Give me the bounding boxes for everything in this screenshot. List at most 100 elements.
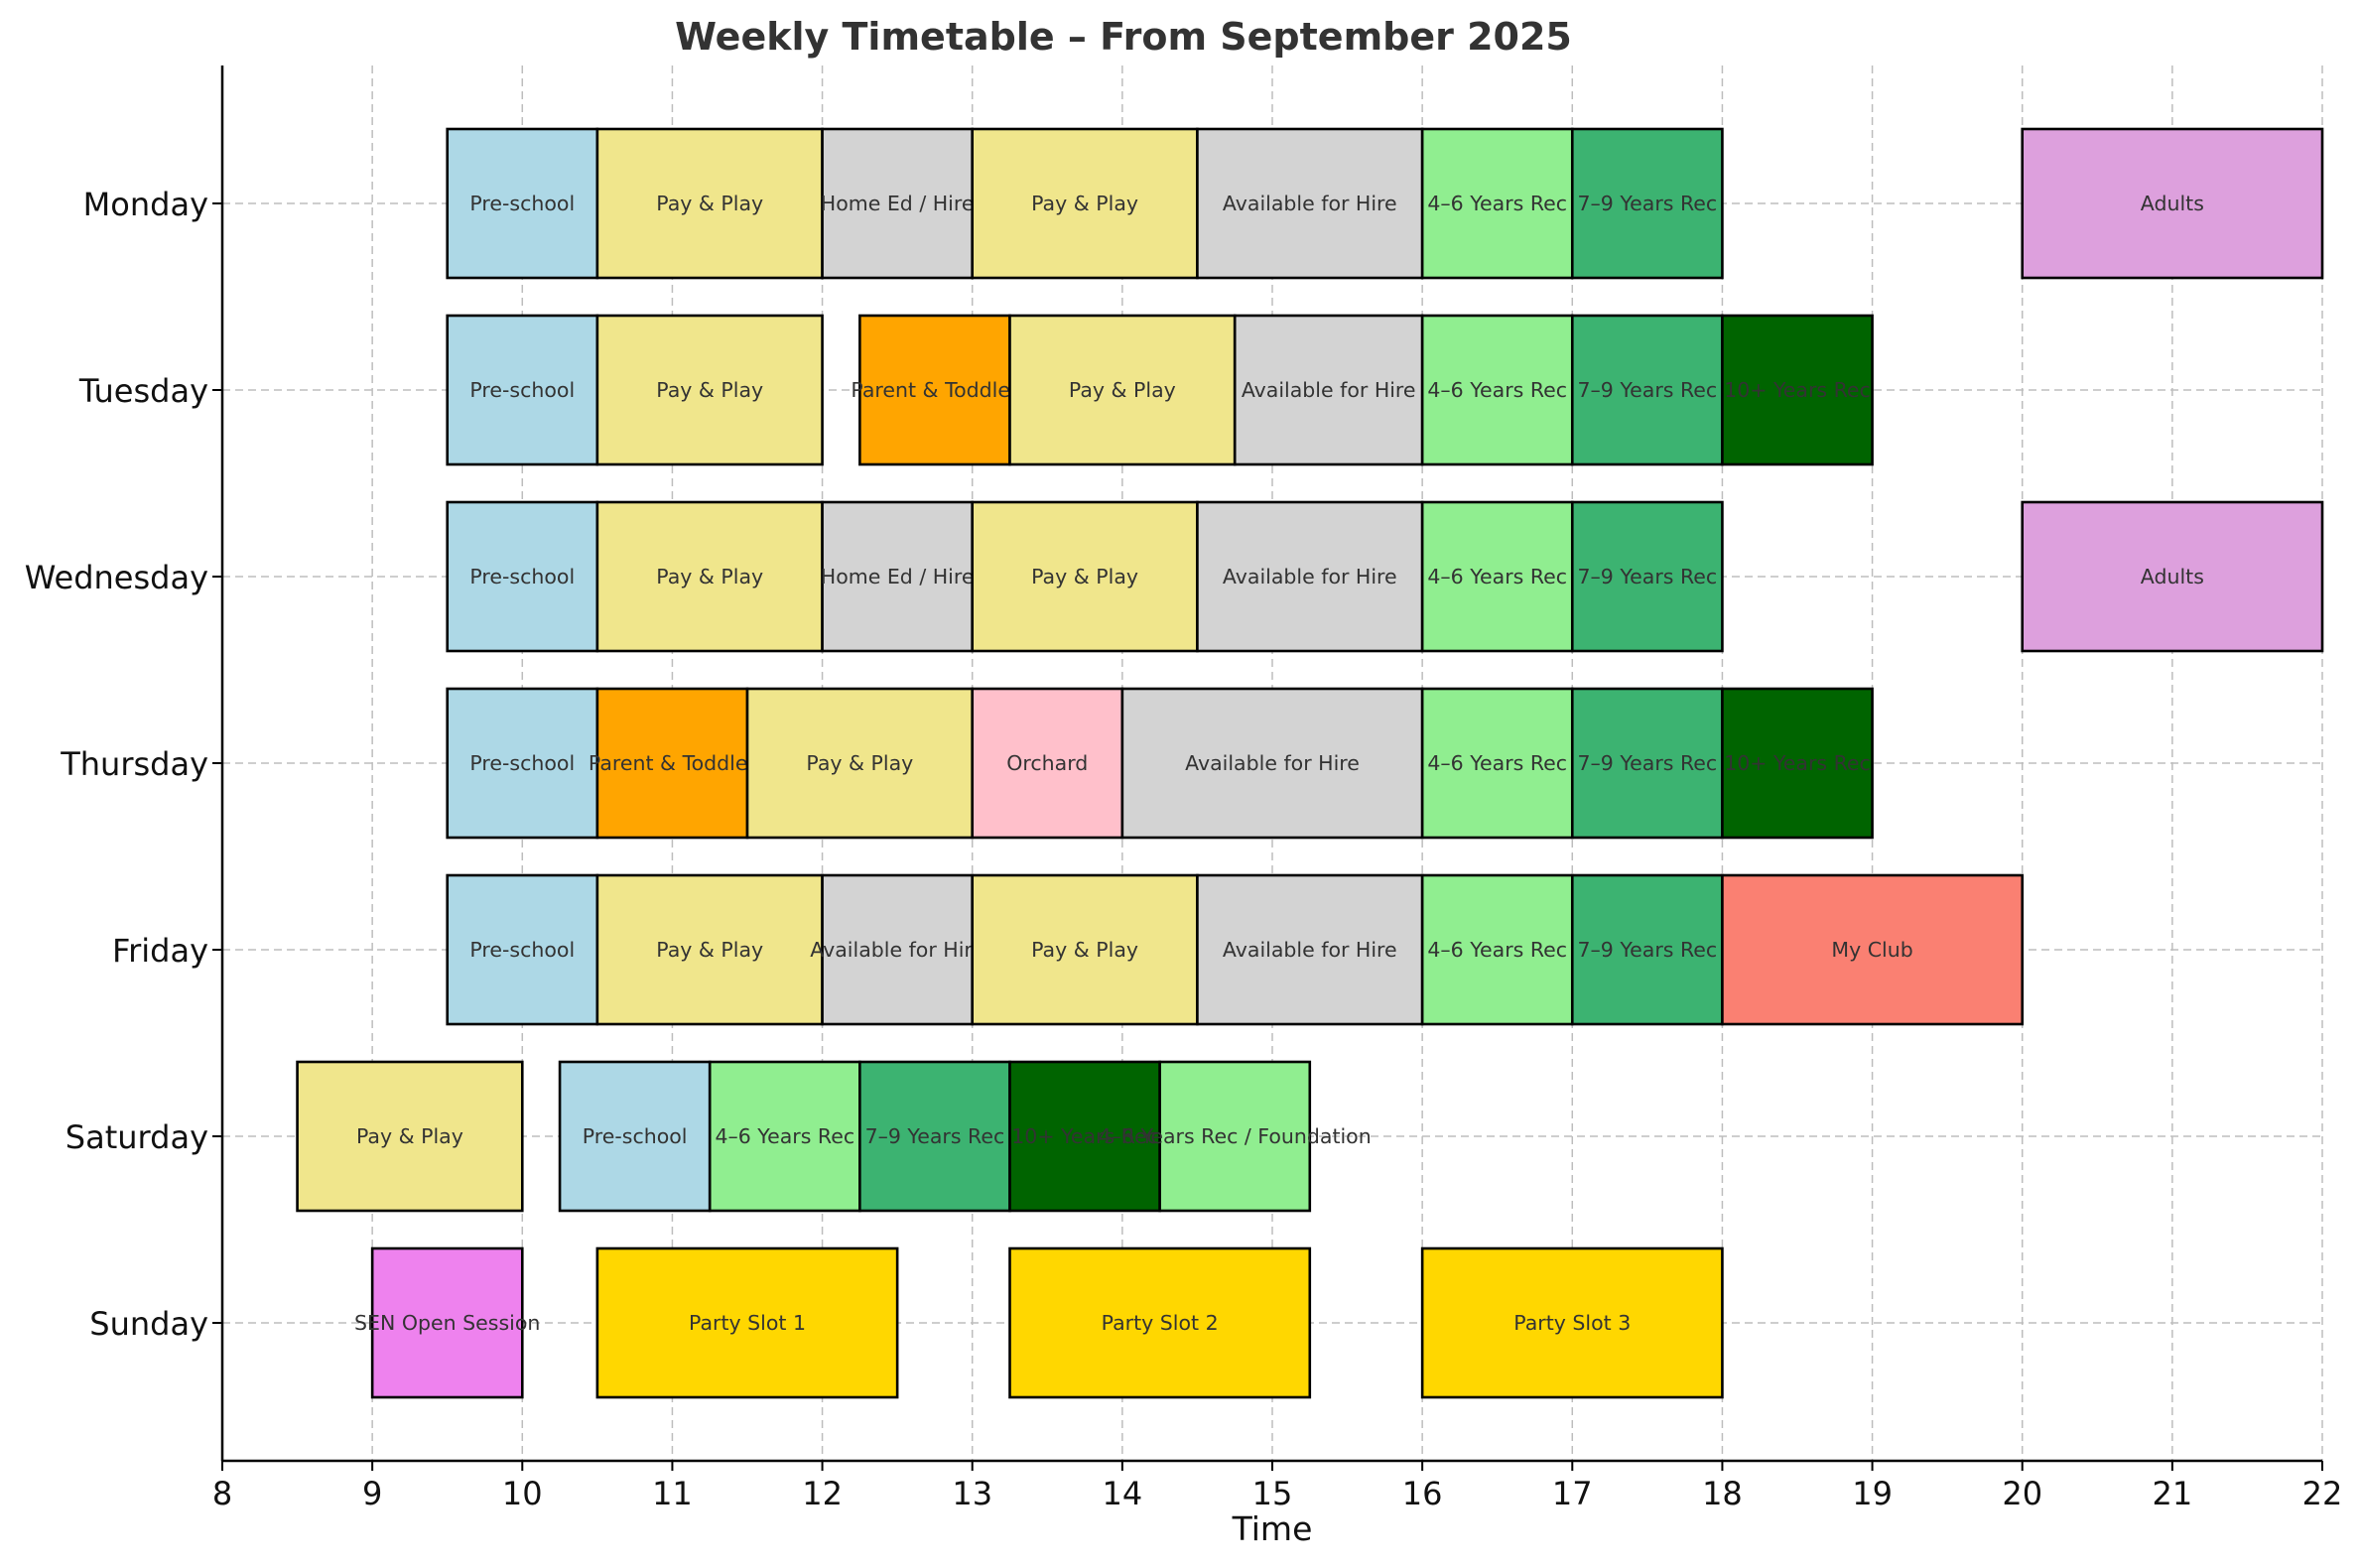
session-bar [971,500,1199,653]
session-bar-group: Pay & Play [745,687,975,840]
x-tick-label: 9 [362,1475,382,1512]
session-bar [971,873,1199,1026]
session-bar [1196,873,1424,1026]
session-label: Pay & Play [656,565,763,588]
y-tick-label-sunday: Sunday [89,1305,208,1343]
session-bar-group: Pay & Play [971,127,1199,280]
session-label: Home Ed / Hire [821,565,975,588]
session-bar-group: Pay & Play [296,1060,524,1213]
session-label: My Club [1831,938,1912,962]
x-tick-label: 16 [1402,1475,1443,1512]
session-bar [1196,127,1424,280]
session-label: Pre-school [583,1124,688,1148]
session-label: 4–6 Years Rec [1427,565,1567,588]
session-label: 10+ Years Rec [1724,378,1871,402]
session-bar-group: Pay & Play [971,873,1199,1026]
x-axis-label: Time [1232,1509,1313,1548]
session-label: 7–9 Years Rec [1578,751,1718,775]
session-bar [971,127,1199,280]
session-label: Home Ed / Hire [821,192,975,215]
session-label: Party Slot 3 [1513,1311,1631,1335]
chart-title: Weekly Timetable – From September 2025 [675,15,1572,59]
session-bar-group: 7–9 Years Rec [1570,687,1724,840]
session-bar [1420,1246,1724,1399]
session-bar-group: Pre-school [446,500,599,653]
session-bar [858,314,1011,466]
y-tick-label-wednesday: Wednesday [25,559,208,596]
session-label: 7–9 Years Rec [865,1124,1005,1148]
y-tick-label-monday: Monday [83,186,208,223]
session-bar-group: Available for Hire [1196,127,1424,280]
session-bar-group: 4–6 Years Rec [1420,127,1574,280]
session-bar-group: 7–9 Years Rec [858,1060,1011,1213]
session-bar [2021,127,2324,280]
session-bar [1570,127,1724,280]
session-bar-group: Available for Hire [810,873,984,1026]
session-label: Available for Hire [1223,192,1397,215]
session-bar-group: Home Ed / Hire [821,127,975,280]
session-bar-group: 4–6 Years Rec / Foundation [1099,1060,1372,1213]
session-label: Pay & Play [1031,565,1138,588]
session-bar-group: 7–9 Years Rec [1570,314,1724,466]
session-label: Pre-school [469,192,575,215]
session-bar-group: 10+ Years Rec [1721,314,1874,466]
session-bar-group: Available for Hire [1120,687,1424,840]
session-bar-group: Pay & Play [595,314,824,466]
x-tick-label: 20 [2002,1475,2042,1512]
session-bar [1233,314,1424,466]
session-bar-group: Parent & Toddler [589,687,756,840]
session-bar [1158,1060,1312,1213]
session-bar-group: Available for Hire [1196,500,1424,653]
x-tick-label: 11 [652,1475,693,1512]
session-label: Party Slot 2 [1102,1311,1219,1335]
session-bar [1420,314,1574,466]
session-label: Pay & Play [1031,938,1138,962]
session-label: Pay & Play [656,378,763,402]
session-bar-group: 10+ Years Rec [1008,1060,1161,1213]
session-bar [446,314,599,466]
session-label: 4–6 Years Rec [715,1124,854,1148]
session-bar-group: Pre-school [446,314,599,466]
session-bar-group: Pay & Play [595,873,824,1026]
session-bar [1008,1246,1312,1399]
session-label: Party Slot 1 [689,1311,806,1335]
session-bar [1721,687,1874,840]
session-label: Available for Hire [1223,565,1397,588]
session-bar-group: Pre-school [446,873,599,1026]
session-bar [858,1060,1011,1213]
session-label: 7–9 Years Rec [1578,378,1718,402]
x-tick-label: 12 [802,1475,843,1512]
session-bar-group: Party Slot 3 [1420,1246,1724,1399]
session-bar [1570,500,1724,653]
session-label: Available for Hire [1223,938,1397,962]
session-bar-group: 7–9 Years Rec [1570,873,1724,1026]
session-label: Adults [2141,565,2204,588]
session-label: 4–6 Years Rec / Foundation [1099,1124,1372,1148]
session-bar-group: Adults [2021,127,2324,280]
session-bar-group: Pay & Play [971,500,1199,653]
session-label: 4–6 Years Rec [1427,938,1567,962]
session-bar-group: SEN Open Session [354,1246,540,1399]
session-label: Pre-school [469,938,575,962]
x-tick-label: 18 [1702,1475,1743,1512]
session-bar [2021,500,2324,653]
x-tick-label: 14 [1102,1475,1142,1512]
session-label: 4–6 Years Rec [1427,192,1567,215]
session-bar [1420,127,1574,280]
session-label: 7–9 Years Rec [1578,938,1718,962]
session-bar [1721,314,1874,466]
session-bar-group: 4–6 Years Rec [708,1060,861,1213]
session-label: Pre-school [469,378,575,402]
session-bar-group: Pre-school [446,687,599,840]
session-bar [1420,687,1574,840]
session-bar-group: Pre-school [446,127,599,280]
session-bar-group: Pay & Play [1008,314,1237,466]
session-bar-group: 4–6 Years Rec [1420,500,1574,653]
session-label: Pay & Play [1069,378,1176,402]
session-label: Available for Hire [1185,751,1360,775]
session-label: 7–9 Years Rec [1578,565,1718,588]
sessions: Pre-school Pay & Play Home Ed / Hire Pay & … [296,127,2324,1399]
session-bar-group: Party Slot 1 [595,1246,899,1399]
session-bar-group: Orchard [971,687,1124,840]
